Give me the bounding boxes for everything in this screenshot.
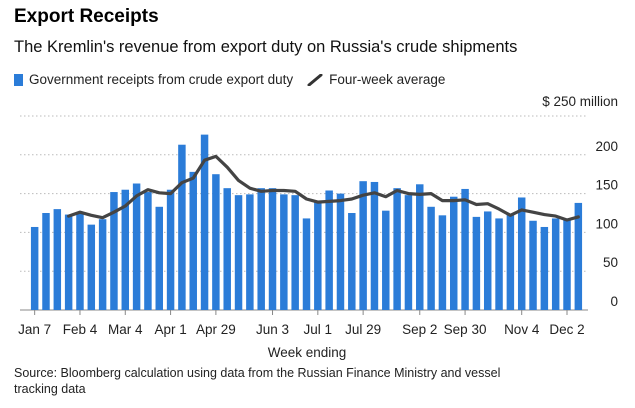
bar — [472, 216, 481, 310]
x-tick-label: Apr 1 — [154, 322, 186, 337]
y-tick-label: 200 — [595, 139, 618, 154]
bar — [540, 226, 549, 310]
x-axis-title: Week ending — [268, 345, 347, 360]
bar — [42, 213, 50, 310]
bar — [132, 183, 141, 310]
legend-line-label: Four-week average — [329, 72, 446, 87]
bar — [461, 188, 469, 310]
chart-title: Export Receipts — [14, 6, 159, 27]
bar — [98, 219, 107, 310]
bar — [483, 211, 492, 310]
x-tick-label: Sep 30 — [444, 322, 487, 337]
four-week-average-line — [67, 154, 580, 222]
bar — [325, 190, 333, 310]
bar — [87, 224, 96, 310]
x-tick-label: Jan 7 — [18, 322, 51, 337]
bar — [280, 194, 288, 310]
bar — [336, 193, 345, 310]
y-tick-label: 50 — [603, 255, 618, 270]
bar — [302, 218, 311, 310]
bar — [76, 212, 84, 310]
bar — [212, 174, 220, 310]
y-tick-label: 100 — [595, 216, 618, 231]
bar — [529, 220, 537, 310]
bar — [53, 209, 62, 310]
chart-subtitle: The Kremlin's revenue from export duty o… — [14, 38, 518, 56]
bar — [200, 134, 209, 310]
legend-line-swatch — [307, 73, 323, 86]
bar — [551, 218, 560, 310]
legend-bar-swatch — [14, 73, 23, 86]
legend-bars-label: Government receipts from crude export du… — [29, 72, 294, 87]
bar — [166, 189, 175, 310]
y-axis-unit-label: $ 250 million — [542, 94, 618, 109]
bar — [189, 171, 197, 310]
bar — [110, 192, 118, 310]
bar — [370, 181, 379, 310]
bar — [450, 196, 458, 310]
x-tick-label: Apr 29 — [196, 322, 236, 337]
bar — [121, 189, 130, 310]
bar — [393, 188, 401, 310]
x-tick-label: Jul 1 — [304, 322, 333, 337]
y-axis-ticks: 0 50 100 150 200 — [595, 139, 618, 309]
bar — [144, 192, 152, 310]
bar — [178, 144, 186, 310]
bar-series — [30, 134, 583, 310]
bar — [291, 195, 299, 310]
bar — [155, 206, 163, 310]
bar — [404, 195, 413, 310]
bar — [517, 197, 526, 310]
bar — [257, 188, 265, 310]
bar — [314, 200, 322, 310]
bar — [348, 213, 356, 310]
x-tick-label: Jun 3 — [256, 322, 289, 337]
x-tick-label: Nov 4 — [504, 322, 540, 337]
bar — [64, 214, 73, 310]
bar — [416, 184, 424, 310]
bar — [234, 195, 243, 310]
bar — [246, 194, 254, 310]
bar — [438, 215, 447, 310]
x-axis-ticks: Jan 7 Feb 4 Mar 4 Apr 1 Apr 29 Jun 3 Jul 1 Jul … — [18, 310, 585, 337]
y-tick-label: 0 — [610, 294, 618, 309]
bar — [268, 188, 277, 310]
x-tick-label: Jul 29 — [345, 322, 381, 337]
x-tick-label: Sep 2 — [402, 322, 437, 337]
bar — [359, 181, 367, 310]
bar — [495, 218, 503, 310]
y-tick-label: 150 — [595, 178, 618, 193]
x-tick-label: Mar 4 — [108, 322, 143, 337]
bar — [427, 206, 435, 310]
bar — [30, 226, 39, 310]
bar — [574, 202, 583, 310]
bar — [563, 218, 571, 310]
x-tick-label: Dec 2 — [549, 322, 584, 337]
bar — [506, 213, 515, 310]
source-note: Source: Bloomberg calculation using data… — [14, 366, 501, 396]
bar — [223, 188, 231, 310]
x-tick-label: Feb 4 — [63, 322, 98, 337]
average-line-series — [67, 154, 580, 222]
legend: Government receipts from crude export du… — [14, 72, 445, 87]
bar — [382, 210, 390, 310]
